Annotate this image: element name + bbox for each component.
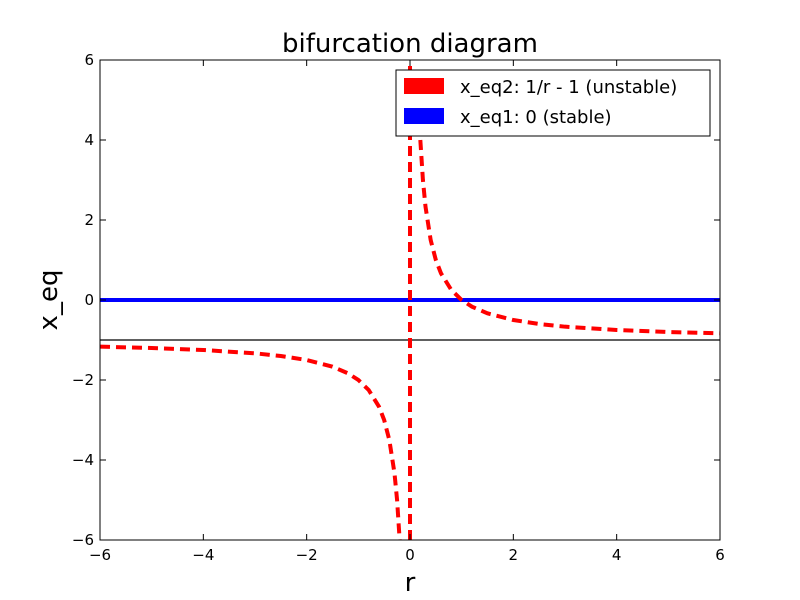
x-axis-label: r: [405, 568, 416, 598]
y-axis-label: x_eq: [34, 270, 64, 331]
ticks-layer: −6 −4 −2 0 2 4 6 −6 −4 −2 0 2 4 6: [72, 51, 725, 564]
plot-area: [100, 60, 720, 540]
legend-label-unstable: x_eq2: 1/r - 1 (unstable): [460, 77, 677, 98]
y-tick-label: −2: [72, 371, 94, 389]
y-tick-label: 6: [84, 51, 94, 69]
y-tick-label: 2: [84, 211, 94, 229]
legend-label-stable: x_eq1: 0 (stable): [460, 107, 612, 128]
x-tick-label: −2: [296, 546, 318, 564]
series-line-unstable-positive: [418, 139, 720, 336]
legend: x_eq2: 1/r - 1 (unstable) x_eq1: 0 (stab…: [395, 69, 711, 137]
plot-layer: [100, 60, 720, 540]
chart-title: bifurcation diagram: [282, 29, 538, 59]
x-tick-label: −6: [89, 546, 111, 564]
x-tick-label: −4: [192, 546, 214, 564]
y-tick-label: 4: [84, 131, 94, 149]
x-tick-label: 6: [715, 546, 725, 564]
legend-frame: [395, 69, 711, 137]
series-line-unstable-negative: [100, 344, 402, 540]
y-tick-label: −6: [72, 531, 94, 549]
x-tick-label: 0: [405, 546, 415, 564]
legend-swatch-unstable: [404, 78, 444, 94]
x-tick-label: 4: [612, 546, 622, 564]
y-tick-label: 0: [84, 291, 94, 309]
x-tick-label: 2: [509, 546, 519, 564]
y-tick-label: −4: [72, 451, 94, 469]
legend-swatch-stable: [404, 108, 444, 124]
